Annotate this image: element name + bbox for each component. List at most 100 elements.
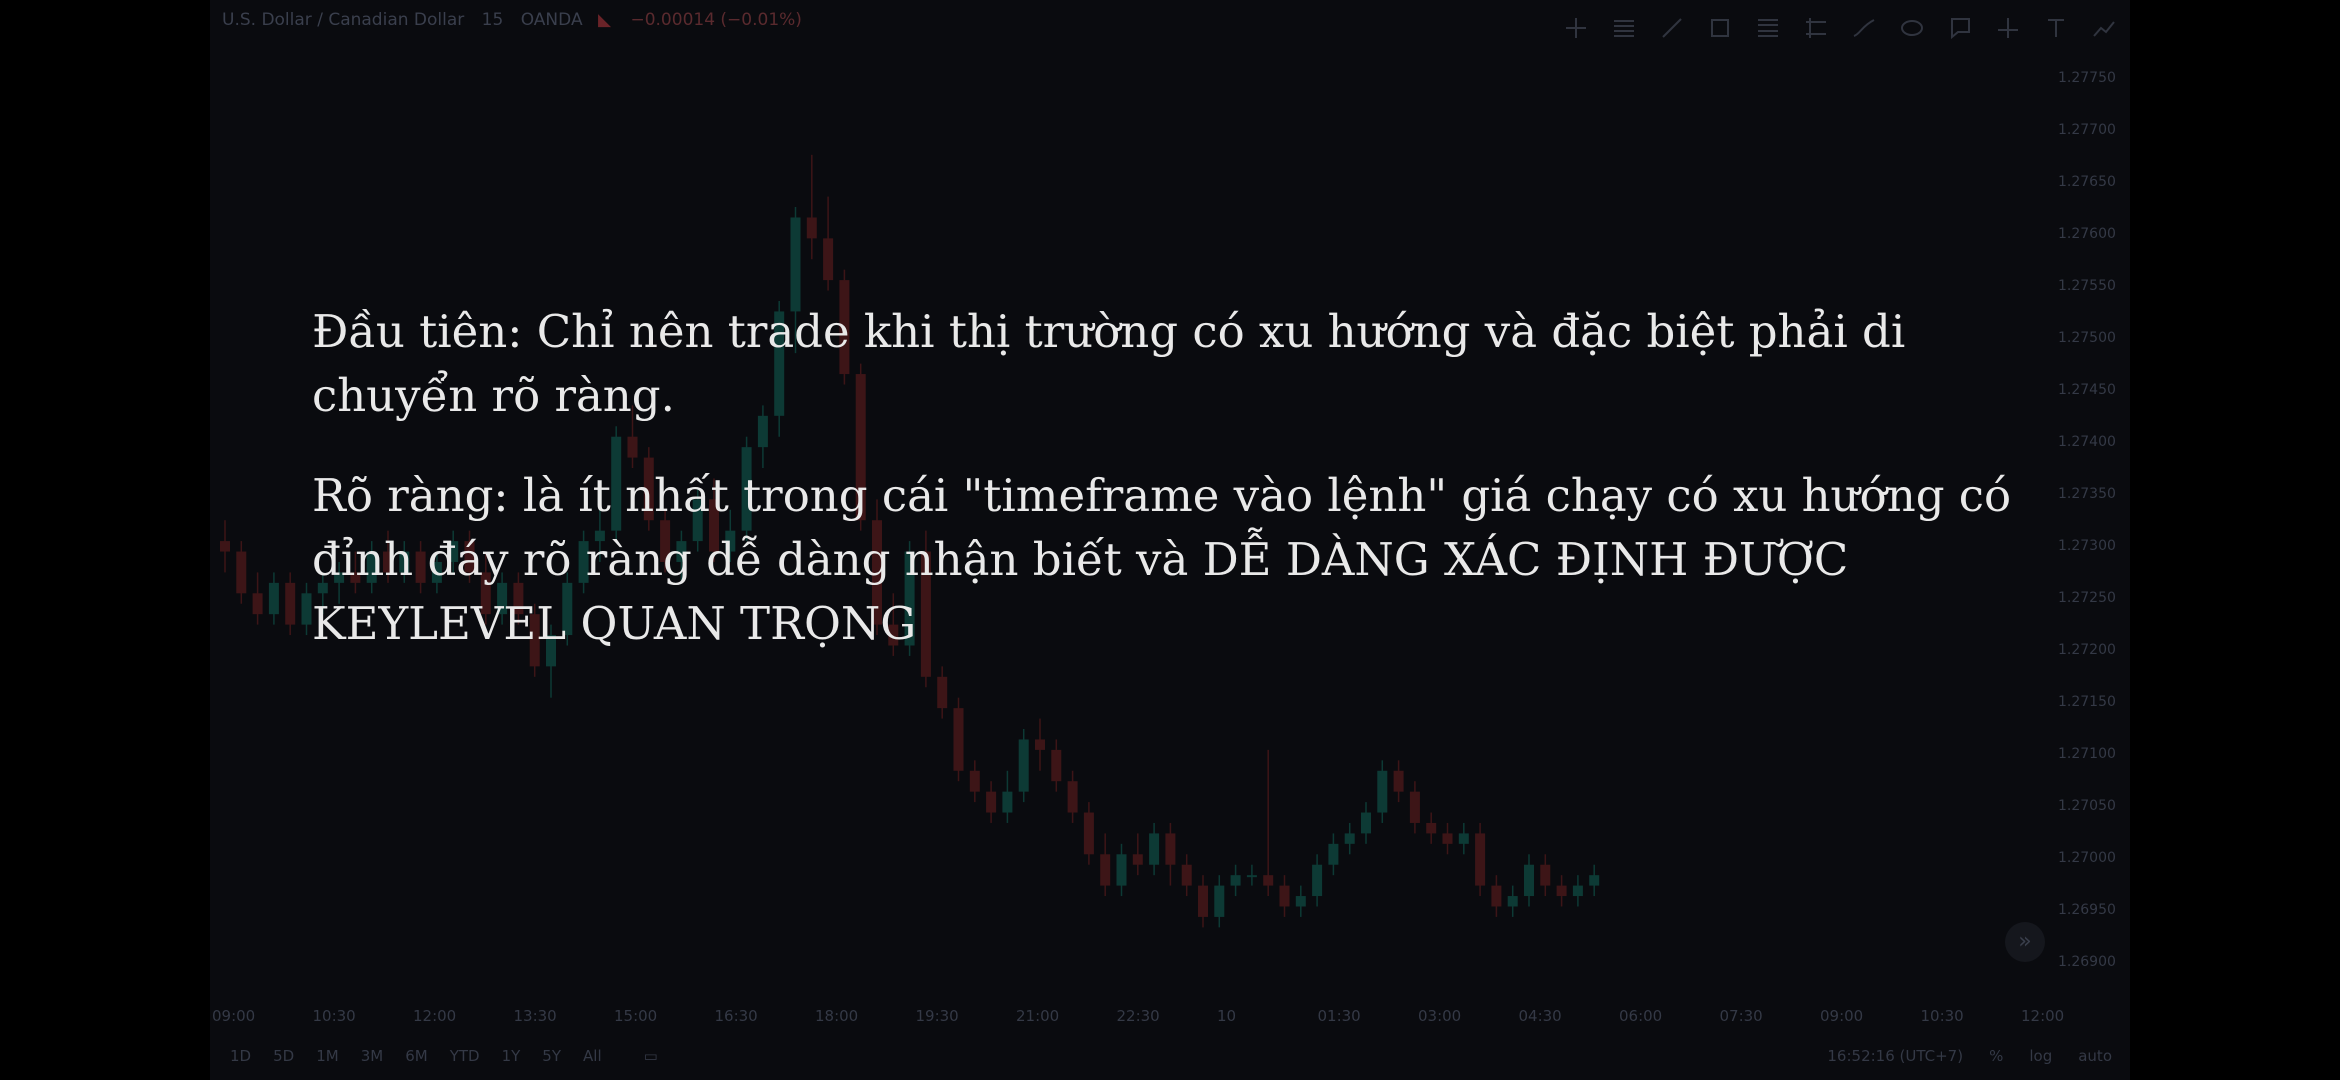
candle-body: [415, 551, 426, 583]
price-tick-label: 1.27350: [2058, 486, 2116, 502]
candle-body: [1491, 885, 1502, 907]
candle-body: [1426, 822, 1437, 834]
trend-line-icon[interactable]: [1658, 14, 1686, 42]
range-3m[interactable]: 3M: [360, 1047, 384, 1065]
price-tick-label: 1.26950: [2058, 902, 2116, 918]
log-toggle[interactable]: log: [2029, 1047, 2053, 1065]
candlestick-chart[interactable]: [210, 0, 2130, 1080]
candle-body: [1035, 739, 1045, 750]
candle-body: [1181, 864, 1192, 886]
candle-body: [529, 614, 540, 667]
candle-body: [1344, 833, 1355, 844]
candle-body: [660, 520, 671, 562]
clock: 16:52:16 (UTC+7): [1827, 1047, 1964, 1065]
price-tick-label: 1.27550: [2058, 278, 2116, 294]
time-tick-label: 13:30: [513, 1007, 557, 1025]
caption-paragraph-1: Đầu tiên: Chỉ nên trade khi thị trường c…: [312, 305, 1906, 422]
ellipse-icon[interactable]: [1898, 14, 1926, 42]
time-tick-label: 04:30: [1518, 1007, 1562, 1025]
range-1m[interactable]: 1M: [316, 1047, 339, 1065]
callout-icon[interactable]: [1946, 14, 1974, 42]
candle-body: [969, 770, 980, 792]
time-tick-label: 12:00: [2021, 1007, 2065, 1025]
text-icon[interactable]: [2042, 14, 2070, 42]
crosshair-icon[interactable]: [1562, 14, 1590, 42]
time-tick-label: 15:00: [614, 1007, 658, 1025]
price-tick-label: 1.27450: [2058, 382, 2116, 398]
candle-body: [1328, 843, 1339, 865]
price-tick-label: 1.27000: [2058, 850, 2116, 866]
auto-toggle[interactable]: auto: [2078, 1047, 2112, 1065]
brush-icon[interactable]: [1850, 14, 1878, 42]
candle-body: [464, 541, 475, 573]
price-tick-label: 1.27050: [2058, 798, 2116, 814]
candle-body: [1018, 739, 1029, 792]
chart-frame[interactable]: U.S. Dollar / Canadian Dollar 15 OANDA ◣…: [210, 0, 2130, 1080]
candle-body: [578, 541, 589, 583]
range-5y[interactable]: 5Y: [542, 1047, 562, 1065]
candle-body: [888, 624, 899, 646]
candle-body: [317, 582, 328, 594]
candle-body: [1263, 875, 1274, 886]
candle-body: [1198, 885, 1208, 917]
scroll-to-realtime-button[interactable]: »: [2005, 922, 2045, 962]
range-6m[interactable]: 6M: [405, 1047, 428, 1065]
price-tick-label: 1.27250: [2058, 590, 2116, 606]
parallel-channel-icon[interactable]: [1802, 14, 1830, 42]
candle-body: [513, 582, 524, 615]
candle-body: [1067, 781, 1078, 813]
price-change: −0.00014 (−0.01%): [630, 10, 802, 30]
horizontal-lines-icon[interactable]: [1610, 14, 1638, 42]
time-tick-label: 03:00: [1418, 1007, 1462, 1025]
status-bar: 16:52:16 (UTC+7) % log auto: [1827, 1047, 2112, 1065]
caption-paragraph-2: Rõ ràng: là ít nhất trong cái "timeframe…: [312, 469, 2012, 650]
candle-body: [1312, 864, 1323, 897]
candle-body: [334, 572, 345, 583]
candle-body: [546, 635, 556, 667]
candle-body: [741, 447, 752, 531]
percent-toggle[interactable]: %: [1989, 1047, 2004, 1065]
time-tick-label: 09:00: [212, 1007, 256, 1025]
symbol-name[interactable]: U.S. Dollar / Canadian Dollar: [222, 10, 465, 30]
rectangle-icon[interactable]: [1706, 14, 1734, 42]
long-position-icon[interactable]: [1994, 14, 2022, 42]
range-1d[interactable]: 1D: [230, 1047, 252, 1065]
candle-body: [872, 520, 882, 625]
price-tick-label: 1.27750: [2058, 70, 2116, 86]
time-tick-label: 10: [1217, 1007, 1237, 1025]
candle-body: [774, 311, 785, 416]
candle-body: [497, 582, 508, 615]
candle-body: [1279, 885, 1290, 907]
drawing-toolbar: [1560, 4, 2130, 52]
candle-body: [1524, 864, 1534, 897]
range-selector: 1D 5D 1M 3M 6M YTD 1Y 5Y All ▭: [230, 1047, 658, 1065]
range-1y[interactable]: 1Y: [501, 1047, 521, 1065]
candle-body: [855, 374, 866, 521]
candle-body: [937, 676, 948, 709]
caption-overlay: Đầu tiên: Chỉ nên trade khi thị trường c…: [312, 300, 2012, 692]
candle-body: [594, 530, 605, 542]
candle-body: [1361, 812, 1371, 834]
range-ytd[interactable]: YTD: [449, 1047, 480, 1065]
candle-body: [1393, 770, 1404, 792]
time-tick-label: 09:00: [1820, 1007, 1864, 1025]
candle-body: [252, 593, 263, 615]
range-5d[interactable]: 5D: [273, 1047, 295, 1065]
range-all[interactable]: All: [583, 1047, 602, 1065]
candle-body: [1442, 833, 1453, 844]
candle-body: [1589, 875, 1600, 886]
date-range-icon[interactable]: ▭: [643, 1047, 658, 1065]
time-tick-label: 16:30: [714, 1007, 758, 1025]
candle-body: [220, 541, 230, 552]
fib-retracement-icon[interactable]: [1754, 14, 1782, 42]
price-tick-label: 1.27100: [2058, 746, 2116, 762]
interval-label[interactable]: 15: [481, 10, 504, 30]
candle-body: [1214, 885, 1225, 917]
candle-body: [1165, 833, 1176, 865]
time-tick-label: 12:00: [413, 1007, 457, 1025]
candle-body: [1409, 791, 1420, 823]
price-tick-label: 1.27500: [2058, 330, 2116, 346]
forecast-icon[interactable]: [2090, 14, 2118, 42]
candle-body: [709, 499, 719, 552]
candle-body: [1295, 896, 1306, 907]
